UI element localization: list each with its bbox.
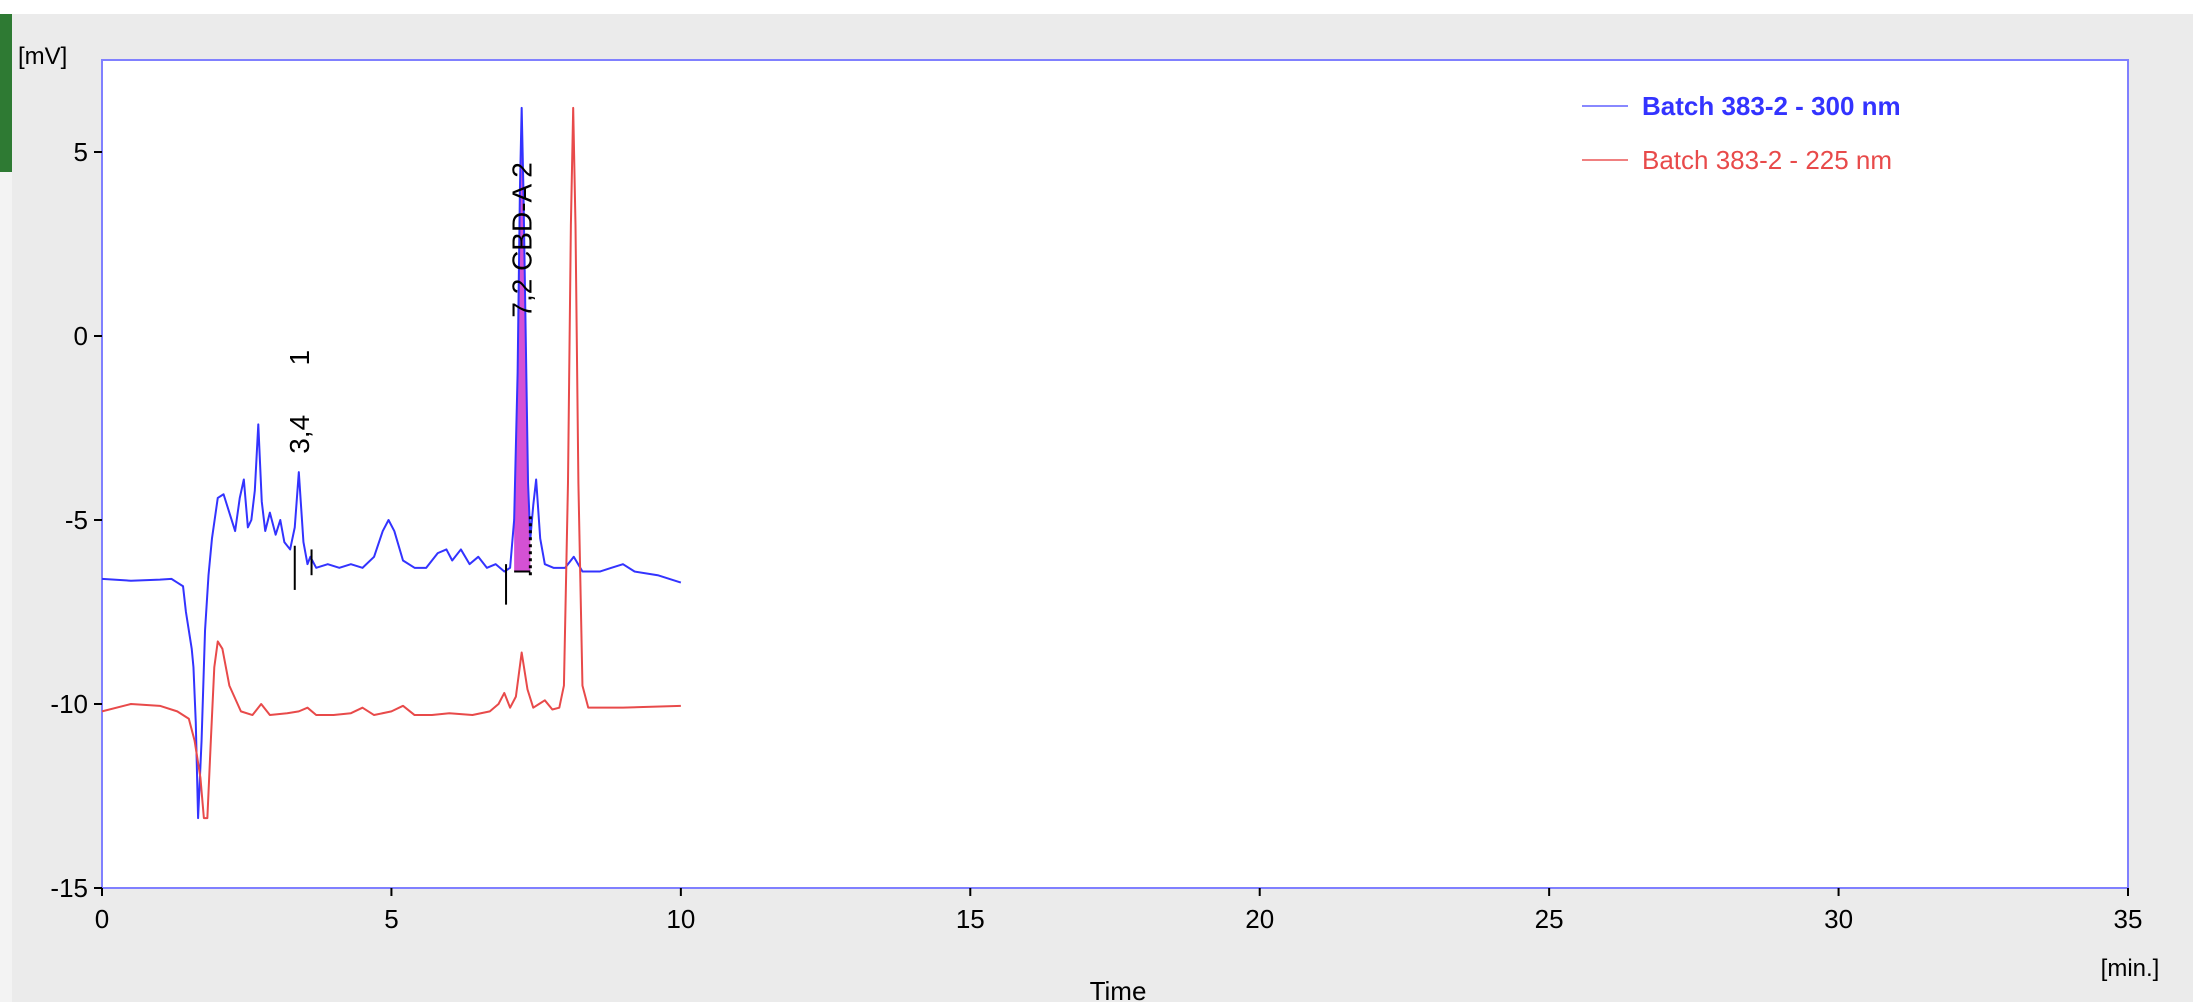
legend-entry-series-2: Batch 383-2 - 225 nm [1642, 145, 1892, 175]
y-axis-unit: [mV] [18, 43, 67, 70]
x-tick-label: 20 [1245, 904, 1274, 934]
y-tick-label: -15 [50, 873, 88, 903]
y-tick-label: -10 [50, 689, 88, 719]
peak-label: 3,4 [284, 415, 315, 454]
y-tick-label: 5 [74, 137, 88, 167]
series-line-2 [101, 106, 681, 820]
peak-label: 2 [507, 162, 538, 178]
peak-annotations: 3,4 1 7,2 CBD-A 2 [284, 162, 538, 605]
x-tick-label: 35 [2114, 904, 2143, 934]
peak-label: 1 [284, 350, 315, 366]
x-tick-label: 5 [384, 904, 398, 934]
x-tick-label: 0 [95, 904, 109, 934]
plot-area [101, 59, 2129, 889]
peak-label: 7,2 CBD-A [507, 183, 538, 317]
y-tick-label: 0 [74, 321, 88, 351]
x-tick-label: 25 [1535, 904, 1564, 934]
series-layer [101, 106, 682, 820]
series-line-1 [101, 106, 682, 820]
x-tick-label: 10 [666, 904, 695, 934]
x-tick-label: 15 [956, 904, 985, 934]
left-edge-strip [0, 172, 12, 1002]
legend-entry-series-1: Batch 383-2 - 300 nm [1642, 91, 1901, 121]
x-tick-label: 30 [1824, 904, 1853, 934]
y-tick-label: -5 [65, 505, 88, 535]
x-axis-label: Time [1090, 976, 1147, 1002]
integrated-peak-area [514, 107, 531, 572]
axis-ticks: 0 5 10 15 20 25 30 35 5 0 -5 -10 -15 [50, 137, 2142, 934]
x-axis-unit: [min.] [2101, 955, 2160, 982]
legend: Batch 383-2 - 300 nm Batch 383-2 - 225 n… [1582, 91, 1901, 175]
left-accent-bar [0, 14, 12, 172]
